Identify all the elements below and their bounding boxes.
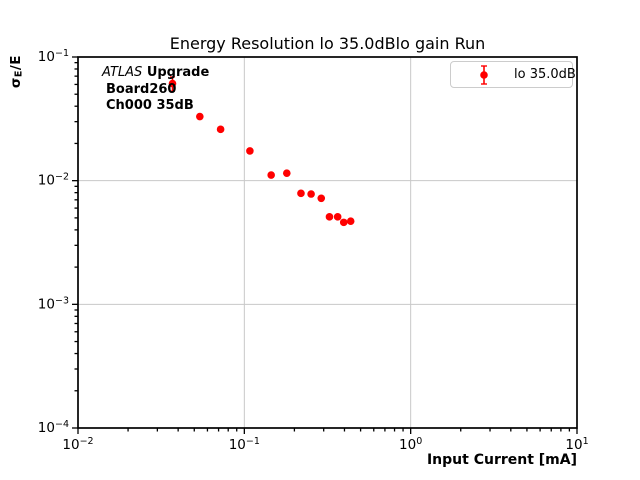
y-tick-label: 10−2 — [38, 172, 69, 189]
data-point — [297, 189, 305, 198]
channel-label: Ch000 35dB — [106, 98, 194, 113]
data-point — [282, 169, 291, 177]
annotation-line-1: ATLAS Upgrade — [102, 65, 209, 82]
data-point — [168, 79, 177, 88]
data-point — [246, 147, 254, 155]
y-tick-label: 10−3 — [38, 295, 69, 312]
ylabel-sigma: σ — [8, 77, 24, 89]
y-tick-label: 10−1 — [38, 48, 69, 65]
x-tick-label: 10−1 — [229, 436, 260, 453]
board-label: Board260 — [106, 81, 177, 97]
ylabel-rest: /E — [8, 55, 24, 71]
data-point — [333, 213, 342, 221]
chart-title: Energy Resolution lo 35.0dBlo gain Run — [169, 34, 486, 53]
legend-marker-dot — [480, 70, 488, 79]
legend-entry-label: lo 35.0dB — [514, 67, 576, 82]
data-point — [196, 112, 204, 121]
y-tick-label: 10−4 — [38, 419, 69, 436]
data-point — [325, 213, 334, 221]
atlas-label: ATLAS — [102, 65, 143, 80]
x-tick-label: 100 — [399, 436, 422, 453]
data-point — [267, 171, 275, 179]
x-axis-label: Input Current [mA] — [426, 452, 577, 468]
data-point — [216, 125, 225, 134]
legend: lo 35.0dB — [450, 61, 576, 88]
data-point — [307, 190, 315, 198]
annotation-block: ATLAS Upgrade Board260 Ch000 35dB — [102, 65, 209, 115]
data-point — [317, 194, 326, 203]
errorbar-marker-icon — [480, 64, 488, 85]
y-axis-label: σE/E — [8, 55, 25, 88]
x-tick-label: 10−2 — [62, 436, 93, 453]
ylabel-subscript: E — [13, 70, 25, 78]
data-point — [346, 217, 355, 226]
upgrade-label: Upgrade — [146, 65, 210, 80]
plot-frame — [77, 56, 578, 429]
data-point — [339, 218, 348, 227]
x-tick-label: 101 — [565, 436, 588, 453]
